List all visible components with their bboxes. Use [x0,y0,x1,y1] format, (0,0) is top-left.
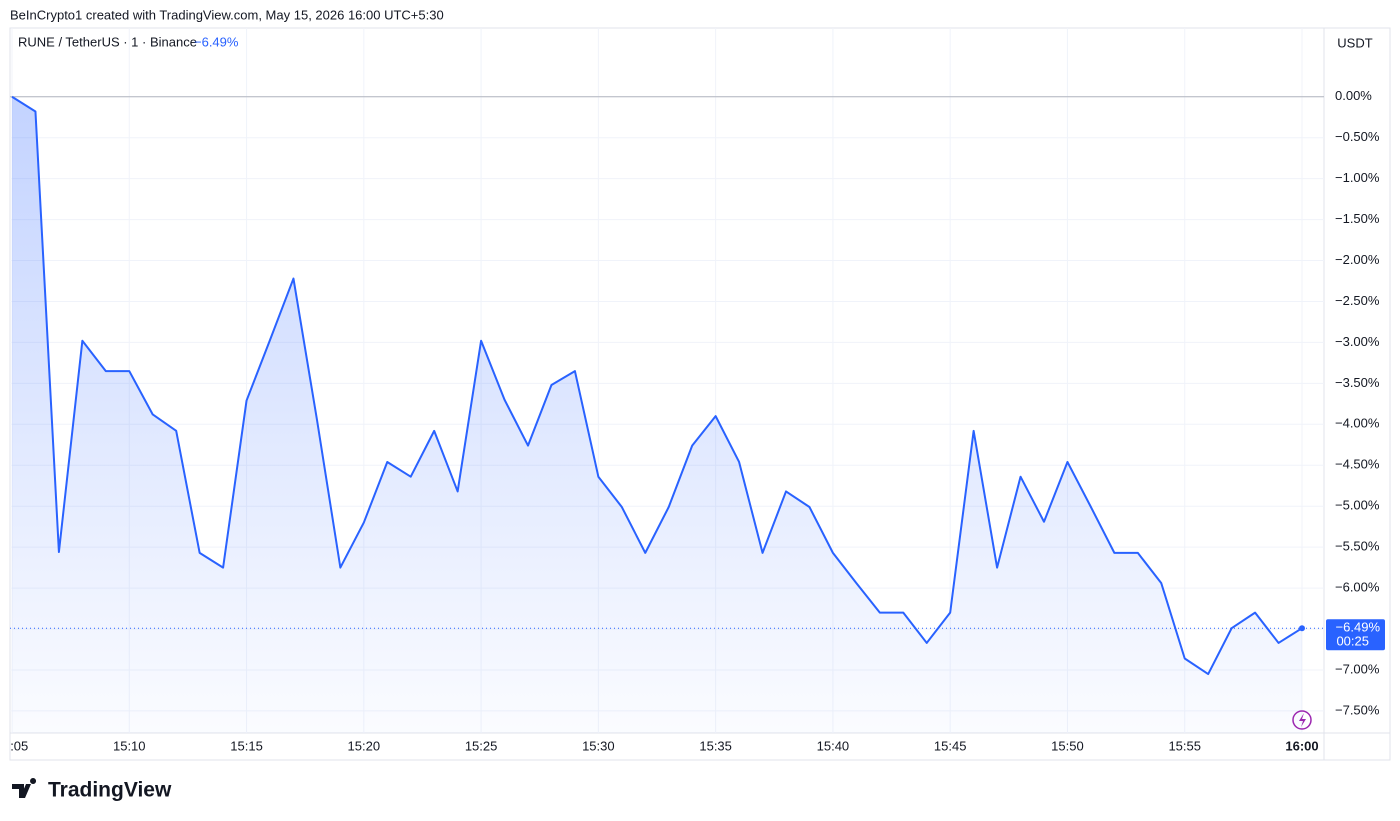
x-tick-label: 15:05 [0,738,28,753]
frame [9,27,1391,761]
y-tick-label: 0.00% [1335,88,1372,103]
credit: BeInCrypto1 created with TradingView.com… [10,7,444,22]
countdown: 00:25 [1336,634,1369,649]
y-tick-label: −3.50% [1335,375,1380,390]
y-tick-label: −3.00% [1335,334,1380,349]
alert-icon[interactable] [1292,710,1312,730]
symbol: RUNE / TetherUS · 1 · Binance [18,34,197,49]
last-price-box [1326,619,1385,651]
change: −6.49% [194,34,239,49]
x-tick-label: 15:10 [113,738,146,753]
x-tick-label: 16:00 [1285,738,1318,753]
y-tick-label: −1.00% [1335,170,1380,185]
y-tick-label: −4.50% [1335,457,1380,472]
x-tick-label: 15:45 [934,738,967,753]
x-tick-label: 15:25 [465,738,498,753]
x-tick-label: 15:50 [1051,738,1084,753]
last-price-label: −6.49% [1336,620,1381,635]
price-line [11,95,1303,676]
y-tick-label: −2.00% [1335,252,1380,267]
y-tick-label: −7.50% [1335,702,1380,717]
plot [10,28,1324,733]
x-tick-label: 15:30 [582,738,615,753]
x-tick-label: 15:15 [230,738,263,753]
currency: USDT [1337,35,1372,50]
axes: 0.00% −0.50% −1.00% −1.50% −2.00% −2.50% −3.00… [0,88,1380,753]
brand-logo [12,778,37,798]
y-tick-label: −0.50% [1335,129,1380,144]
alert-icon [1299,713,1306,727]
x-tick-label: 15:40 [817,738,850,753]
area-fill [12,96,1302,733]
x-tick-label: 15:20 [348,738,381,753]
y-tick-label: −2.50% [1335,293,1380,308]
y-tick-label: −4.00% [1335,416,1380,431]
y-tick-label: −7.00% [1335,661,1380,676]
y-tick-label: −5.50% [1335,539,1380,554]
brand: TradingView [48,779,172,802]
y-tick-label: −1.50% [1335,211,1380,226]
x-tick-label: 15:35 [699,738,732,753]
last-point [1299,625,1305,632]
y-tick-label: −6.00% [1335,580,1380,595]
y-tick-label: −5.00% [1335,498,1380,513]
x-tick-label: 15:55 [1168,738,1201,753]
